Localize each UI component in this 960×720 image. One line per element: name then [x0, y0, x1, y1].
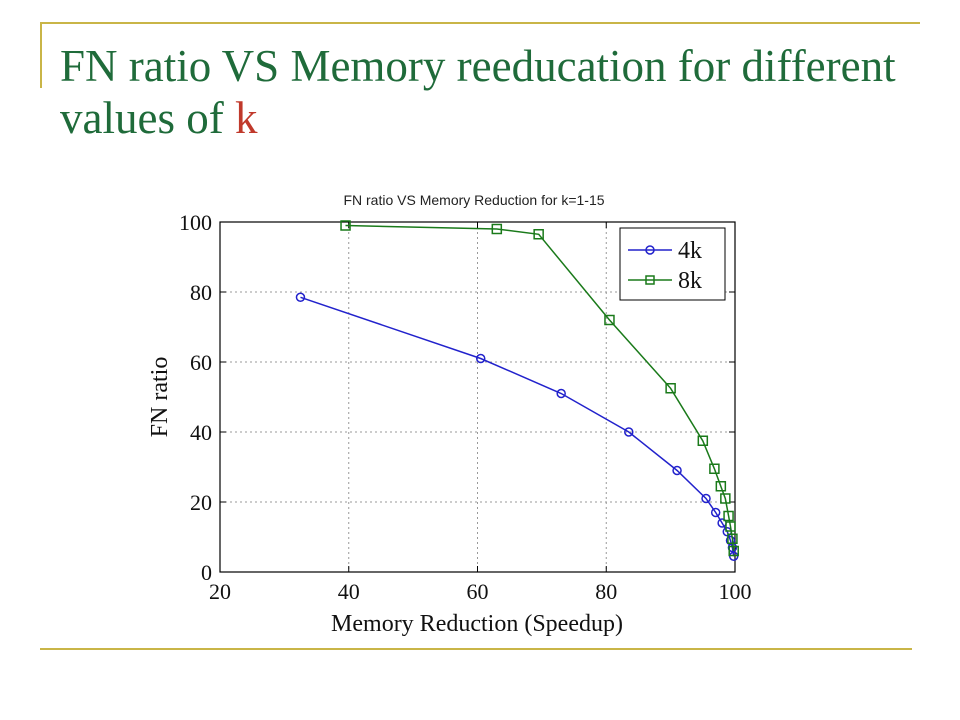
- y-tick-label: 20: [190, 490, 212, 515]
- series-8k-point: [709, 463, 720, 474]
- series-8k-point: [725, 521, 736, 532]
- x-tick-label: 20: [209, 579, 231, 604]
- top-rule: [40, 22, 920, 24]
- series-8k-point: [665, 383, 676, 394]
- series-4k-point: [295, 292, 306, 302]
- y-tick-label: 40: [190, 420, 212, 445]
- x-tick-label: 100: [719, 579, 752, 604]
- series-4k-line: [300, 296, 735, 557]
- legend-box: [619, 227, 726, 301]
- series-8k-point: [723, 510, 734, 522]
- grid: [220, 222, 735, 572]
- slide-title-main: FN ratio VS Memory reeducation for diffe…: [60, 41, 896, 143]
- slide-title-accent: k: [234, 93, 258, 143]
- series-4k: [295, 292, 739, 561]
- x-tick-label: 60: [467, 579, 489, 604]
- series-8k-point: [340, 220, 351, 231]
- x-tick-label: 40: [338, 579, 360, 604]
- series-8k-point: [604, 314, 615, 326]
- series-8k: [340, 220, 739, 557]
- y-tick-label: 80: [190, 280, 212, 305]
- series-8k-point: [645, 275, 655, 285]
- series-4k-point: [624, 427, 634, 437]
- series-8k-point: [715, 481, 727, 492]
- series-8k-line: [345, 224, 735, 552]
- series-8k-point: [533, 229, 544, 240]
- chart-title: FN ratio VS Memory Reduction for k=1-15: [343, 192, 604, 208]
- x-axis-label: Memory Reduction (Speedup): [331, 611, 623, 637]
- legend-4k-label: 4k: [678, 238, 702, 264]
- series-4k-point: [645, 245, 655, 255]
- series-8k-point: [697, 435, 709, 446]
- series-4k-point: [672, 465, 682, 476]
- y-tick-label: 60: [190, 350, 212, 375]
- series-layer: [295, 220, 739, 561]
- series-8k-point: [720, 493, 731, 504]
- x-tick-label: 80: [595, 579, 617, 604]
- series-4k-point: [556, 388, 566, 399]
- fn-ratio-chart: FN ratio VS Memory Reduction for k=1-15 …: [147, 192, 752, 637]
- y-axis-label: FN ratio: [147, 357, 173, 438]
- slide-title: FN ratio VS Memory reeducation for diffe…: [60, 40, 900, 144]
- left-rule: [40, 22, 42, 88]
- series-8k-point: [728, 545, 739, 557]
- series-4k-point: [710, 507, 721, 518]
- series-4k-point: [701, 493, 711, 504]
- legend-8k-label: 8k: [678, 268, 702, 294]
- y-tick-label: 100: [179, 210, 212, 235]
- series-4k-point: [475, 353, 486, 364]
- y-tick-label: 0: [201, 560, 212, 585]
- bottom-rule: [40, 648, 912, 650]
- series-8k-point: [491, 223, 503, 235]
- series-8k-point: [727, 533, 738, 544]
